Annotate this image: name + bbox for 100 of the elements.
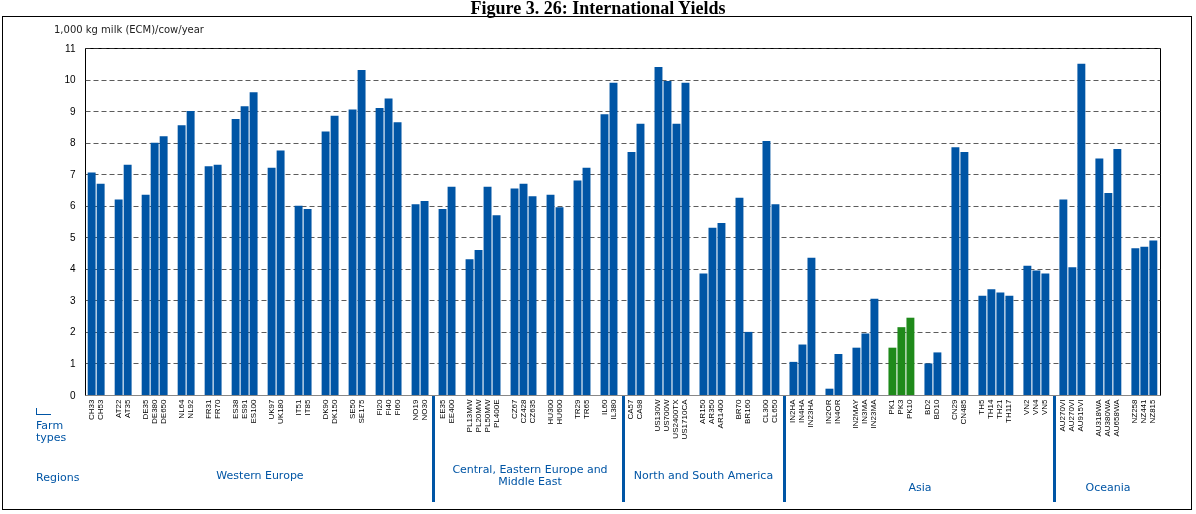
x-tick-label: FR31: [203, 398, 213, 420]
x-tick-label: EE400: [446, 398, 456, 424]
text: Asia: [907, 481, 933, 494]
x-tick-label: IN4HA: [797, 398, 807, 424]
x-tick-label: BR160: [743, 398, 753, 424]
x-tick-label: NZ441: [1139, 398, 1149, 424]
x-tick-label: IL60: [599, 398, 609, 416]
x-tick-label: AU318WA: [1094, 398, 1104, 437]
x-tick-label: AU270VI: [1067, 399, 1077, 432]
x-tick-label: AU658WA: [1112, 398, 1122, 437]
x-tick-label: AU915VI: [1076, 399, 1086, 432]
x-tick-label: US2400TX: [671, 398, 681, 439]
x-tick-label: EE35: [437, 398, 447, 420]
x-tick-label: FR70: [212, 398, 222, 420]
y-tick-label: 4: [69, 263, 76, 275]
y-tick-label: 10: [64, 74, 76, 86]
x-tick-label: FI40: [383, 398, 393, 416]
x-tick-label: PL13MW: [464, 399, 474, 433]
y-tick-label: 2: [69, 326, 76, 338]
x-tick-label: CA98: [635, 398, 645, 420]
x-tick-label: NO19: [410, 398, 420, 421]
y-tick-label: 11: [65, 42, 76, 54]
x-tick-label: CH53: [95, 398, 105, 420]
x-tick-label: CL650: [770, 398, 780, 424]
x-tick-label: AR1400: [716, 398, 726, 429]
x-tick-label: US1710CA: [680, 398, 690, 440]
x-tick-label: UK180: [275, 398, 285, 424]
x-tick-label: DK150: [329, 398, 339, 424]
x-tick-label: IN2HA: [788, 398, 798, 424]
x-tick-label: US700W: [662, 399, 672, 432]
text: Oceania: [1084, 481, 1132, 494]
x-tick-label: DK90: [320, 398, 330, 420]
x-tick-label: IN23MA: [869, 398, 879, 429]
x-tick-label: CN29: [950, 398, 960, 420]
x-tick-label: AU380WA: [1103, 398, 1113, 437]
x-tick-label: CZ67: [509, 398, 519, 420]
y-tick-label: 3: [69, 294, 76, 306]
x-tick-label: ES38: [230, 398, 240, 420]
x-tick-label: CH33: [86, 398, 96, 420]
x-tick-label: SE50: [347, 398, 357, 420]
text: North and South America: [632, 469, 775, 482]
x-tick-label: IN2OR: [824, 399, 834, 424]
text: Western Europe: [215, 469, 305, 482]
x-tick-label: AU270VI: [1058, 399, 1068, 432]
x-tick-label: PL50MW: [482, 399, 492, 433]
x-tick-label: HU600: [554, 398, 564, 425]
x-tick-label: ES100: [248, 398, 258, 424]
x-tick-label: VN5: [1040, 398, 1050, 416]
x-tick-label: IN23HA: [806, 398, 816, 428]
x-tick-label: CZ428: [518, 398, 528, 424]
x-tick-label: CA57: [626, 398, 636, 420]
x-tick-label: VN2: [1022, 398, 1032, 416]
chart-title: Figure 3. 26: International Yields: [469, 0, 727, 19]
x-tick-label: FI20: [374, 398, 384, 416]
x-tick-label: NZ258: [1130, 398, 1140, 424]
x-tick-label: AR150: [698, 398, 708, 424]
x-tick-label: ES91: [239, 398, 249, 420]
y-tick-label: 5: [69, 231, 76, 243]
x-tick-label: PL400E: [491, 399, 501, 428]
text: Central, Eastern Europe and Middle East: [451, 463, 609, 488]
x-tick-label: IN4OR: [833, 399, 843, 424]
y-tick-label: 7: [69, 168, 76, 180]
x-tick-label: NL64: [176, 398, 186, 419]
x-tick-label: PK3: [896, 398, 906, 415]
x-tick-label: PK1: [887, 398, 897, 415]
x-tick-label: PK10: [905, 398, 915, 420]
x-tick-label: VN4: [1031, 398, 1041, 416]
y-axis-title: 1,000 kg milk (ECM)/cow/year: [54, 24, 204, 35]
y-tick-label: 6: [69, 200, 76, 212]
x-tick-label: IT85: [302, 398, 312, 416]
text: Farm types: [36, 419, 68, 444]
x-tick-label: TH117: [1004, 398, 1014, 423]
y-tick-label: 1: [69, 357, 76, 369]
x-tick-label: FI60: [392, 398, 402, 416]
x-tick-label: CL300: [761, 398, 771, 424]
x-tick-label: IT51: [293, 398, 303, 416]
x-tick-label: DE35: [140, 398, 150, 420]
x-tick-label: TH14: [986, 398, 996, 420]
x-tick-label: UK97: [266, 398, 276, 420]
x-tick-label: NO30: [419, 398, 429, 421]
x-tick-label: IN3MA: [860, 398, 870, 424]
x-tick-label: IL380: [608, 398, 618, 420]
x-tick-label: CZ635: [527, 398, 537, 424]
x-tick-label: TH5: [977, 398, 987, 415]
x-tick-label: IN2MAY: [851, 398, 861, 429]
x-tick-label: DE380: [149, 398, 159, 424]
x-tick-label: DE650: [158, 398, 168, 424]
x-tick-label: TR29: [572, 398, 582, 420]
x-tick-label: BD10: [932, 398, 942, 420]
x-tick-label: US130W: [653, 399, 663, 432]
y-tick-label: 9: [69, 105, 76, 117]
x-tick-label: AR350: [707, 398, 717, 424]
x-tick-label: BD2: [923, 398, 933, 416]
text: Regions: [36, 471, 81, 484]
x-tick-label: AT22: [113, 398, 123, 419]
x-tick-label: HU300: [545, 398, 555, 425]
x-tick-label: AT35: [122, 398, 132, 419]
x-tick-label: CN485: [959, 398, 969, 425]
x-tick-label: TR65: [581, 398, 591, 420]
x-tick-label: SE175: [356, 398, 366, 424]
